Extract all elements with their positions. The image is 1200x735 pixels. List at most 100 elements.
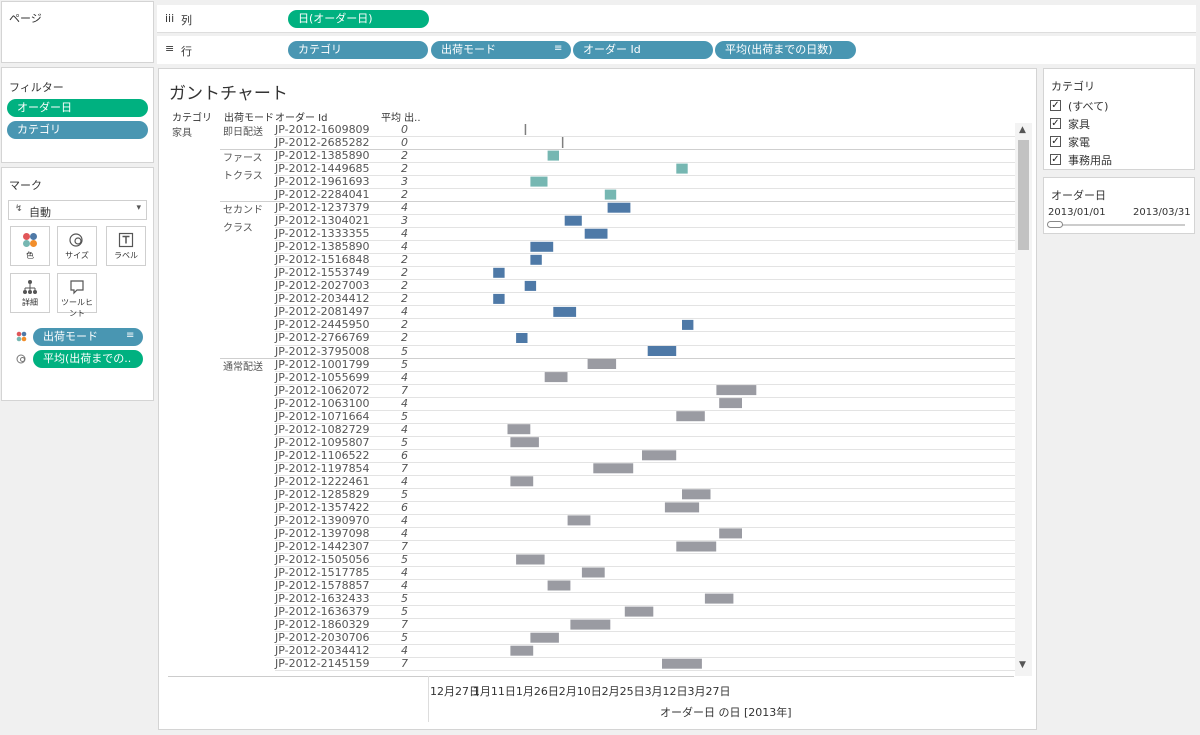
scrollbar-thumb[interactable] xyxy=(1018,140,1029,250)
date-slider-handle[interactable] xyxy=(1047,221,1063,228)
gantt-bar[interactable] xyxy=(584,228,608,239)
gantt-bar[interactable] xyxy=(593,463,634,474)
mark-field-avg-ship-days[interactable]: 平均(出荷までの.. xyxy=(33,350,143,368)
vertical-scrollbar[interactable]: ▲ ▼ xyxy=(1015,123,1032,676)
gantt-bar[interactable] xyxy=(516,333,528,343)
table-row[interactable]: JP-2012-1333355 4 xyxy=(275,227,425,240)
gantt-bar[interactable] xyxy=(567,515,591,526)
table-row[interactable]: JP-2012-1390970 4 xyxy=(275,514,425,527)
checkbox[interactable]: ✓ xyxy=(1050,118,1061,129)
gantt-bar[interactable] xyxy=(553,306,577,317)
gantt-bar[interactable] xyxy=(682,319,694,330)
checkbox[interactable]: ✓ xyxy=(1050,136,1061,147)
gantt-bar[interactable] xyxy=(682,489,711,500)
table-row[interactable]: JP-2012-1636379 5 xyxy=(275,605,425,618)
gantt-bar[interactable] xyxy=(664,502,700,513)
gantt-bar[interactable] xyxy=(587,359,617,369)
table-row[interactable]: JP-2012-1632433 5 xyxy=(275,592,425,605)
row-pill-category[interactable]: カテゴリ xyxy=(288,41,428,59)
table-row[interactable]: JP-2012-1961693 3 xyxy=(275,175,425,188)
table-row[interactable]: JP-2012-2284041 2 xyxy=(275,188,425,201)
table-row[interactable]: JP-2012-1304021 3 xyxy=(275,214,425,227)
gantt-bar[interactable] xyxy=(570,619,611,630)
table-row[interactable]: JP-2012-1442307 7 xyxy=(275,540,425,553)
gantt-bar[interactable] xyxy=(493,267,505,278)
table-row[interactable]: JP-2012-1517785 4 xyxy=(275,566,425,579)
table-row[interactable]: JP-2012-1197854 7 xyxy=(275,462,425,475)
table-row[interactable]: JP-2012-1055699 4 xyxy=(275,371,425,384)
gantt-bar[interactable] xyxy=(561,137,564,148)
table-row[interactable]: JP-2012-2027003 2 xyxy=(275,279,425,292)
gantt-bar[interactable] xyxy=(547,150,559,161)
gantt-bar[interactable] xyxy=(719,398,742,409)
row-pill-avg-ship-days[interactable]: 平均(出荷までの日数) xyxy=(715,41,856,59)
table-row[interactable]: JP-2012-1082729 4 xyxy=(275,423,425,436)
table-row[interactable]: JP-2012-2445950 2 xyxy=(275,318,425,331)
gantt-bar[interactable] xyxy=(507,424,531,435)
gantt-bar[interactable] xyxy=(604,189,617,200)
table-row[interactable]: JP-2012-1071664 5 xyxy=(275,410,425,423)
table-row[interactable]: JP-2012-2145159 7 xyxy=(275,657,425,670)
gantt-bar[interactable] xyxy=(676,411,705,422)
gantt-bar[interactable] xyxy=(607,202,631,213)
filter-pill-order-date[interactable]: オーダー日 xyxy=(7,99,148,117)
table-row[interactable]: JP-2012-1385890 2 xyxy=(275,149,425,162)
table-row[interactable]: JP-2012-2034412 4 xyxy=(275,644,425,657)
table-row[interactable]: JP-2012-3795008 5 xyxy=(275,345,425,358)
gantt-bar[interactable] xyxy=(547,580,571,591)
gantt-bar[interactable] xyxy=(716,385,757,396)
gantt-bar[interactable] xyxy=(624,606,654,617)
column-pill-order-date[interactable]: 日(オーダー日) xyxy=(288,10,429,28)
mark-color-button[interactable]: 色 xyxy=(10,226,50,266)
table-row[interactable]: JP-2012-1397098 4 xyxy=(275,527,425,540)
table-row[interactable]: JP-2012-1095807 5 xyxy=(275,436,425,449)
gantt-bar[interactable] xyxy=(510,476,534,487)
table-row[interactable]: JP-2012-2081497 4 xyxy=(275,305,425,318)
gantt-bar[interactable] xyxy=(510,437,539,448)
table-row[interactable]: JP-2012-1609809 0 xyxy=(275,123,425,136)
gantt-bar[interactable] xyxy=(510,645,534,656)
gantt-bar[interactable] xyxy=(530,241,554,252)
gantt-bar[interactable] xyxy=(524,280,537,291)
table-row[interactable]: JP-2012-1285829 5 xyxy=(275,488,425,501)
table-row[interactable]: JP-2012-2685282 0 xyxy=(275,136,425,149)
table-row[interactable]: JP-2012-1553749 2 xyxy=(275,266,425,279)
table-row[interactable]: JP-2012-2766769 2 xyxy=(275,331,425,344)
mark-label-button[interactable]: ラベル xyxy=(106,226,146,266)
filter-pill-category[interactable]: カテゴリ xyxy=(7,121,148,139)
table-row[interactable]: JP-2012-1505056 5 xyxy=(275,553,425,566)
header-order-id[interactable]: オーダー Id xyxy=(275,113,328,124)
header-category[interactable]: カテゴリ xyxy=(172,113,212,124)
checkbox[interactable]: ✓ xyxy=(1050,100,1061,111)
table-row[interactable]: JP-2012-2030706 5 xyxy=(275,631,425,644)
table-row[interactable]: JP-2012-1106522 6 xyxy=(275,449,425,462)
gantt-bar[interactable] xyxy=(676,163,688,174)
gantt-bar[interactable] xyxy=(704,593,734,604)
gantt-bar[interactable] xyxy=(581,567,605,578)
gantt-bar[interactable] xyxy=(544,372,568,383)
gantt-bar[interactable] xyxy=(662,658,702,669)
table-row[interactable]: JP-2012-1578857 4 xyxy=(275,579,425,592)
gantt-bar[interactable] xyxy=(516,554,545,565)
header-ship-mode[interactable]: 出荷モード xyxy=(224,113,274,124)
gantt-bar[interactable] xyxy=(564,215,582,226)
row-pill-order-id[interactable]: オーダー Id xyxy=(573,41,713,59)
gantt-bar[interactable] xyxy=(642,450,677,461)
gantt-bar[interactable] xyxy=(530,254,542,265)
table-row[interactable]: JP-2012-2034412 2 xyxy=(275,292,425,305)
table-row[interactable]: JP-2012-1001799 5 xyxy=(275,358,425,371)
gantt-bar[interactable] xyxy=(719,528,742,539)
mark-size-button[interactable]: サイズ xyxy=(57,226,97,266)
table-row[interactable]: JP-2012-1516848 2 xyxy=(275,253,425,266)
table-row[interactable]: JP-2012-1449685 2 xyxy=(275,162,425,175)
gantt-bar[interactable] xyxy=(647,346,677,356)
gantt-bar[interactable] xyxy=(530,176,548,187)
table-row[interactable]: JP-2012-1357422 6 xyxy=(275,501,425,514)
table-row[interactable]: JP-2012-1237379 4 xyxy=(275,201,425,214)
mark-type-dropdown[interactable]: ↯ 自動 ▾ xyxy=(8,200,147,220)
scroll-down-icon[interactable]: ▼ xyxy=(1019,660,1026,670)
gantt-bar[interactable] xyxy=(524,124,527,135)
mark-tooltip-button[interactable]: ツールヒント xyxy=(57,273,97,318)
table-row[interactable]: JP-2012-1222461 4 xyxy=(275,475,425,488)
table-row[interactable]: JP-2012-1063100 4 xyxy=(275,397,425,410)
